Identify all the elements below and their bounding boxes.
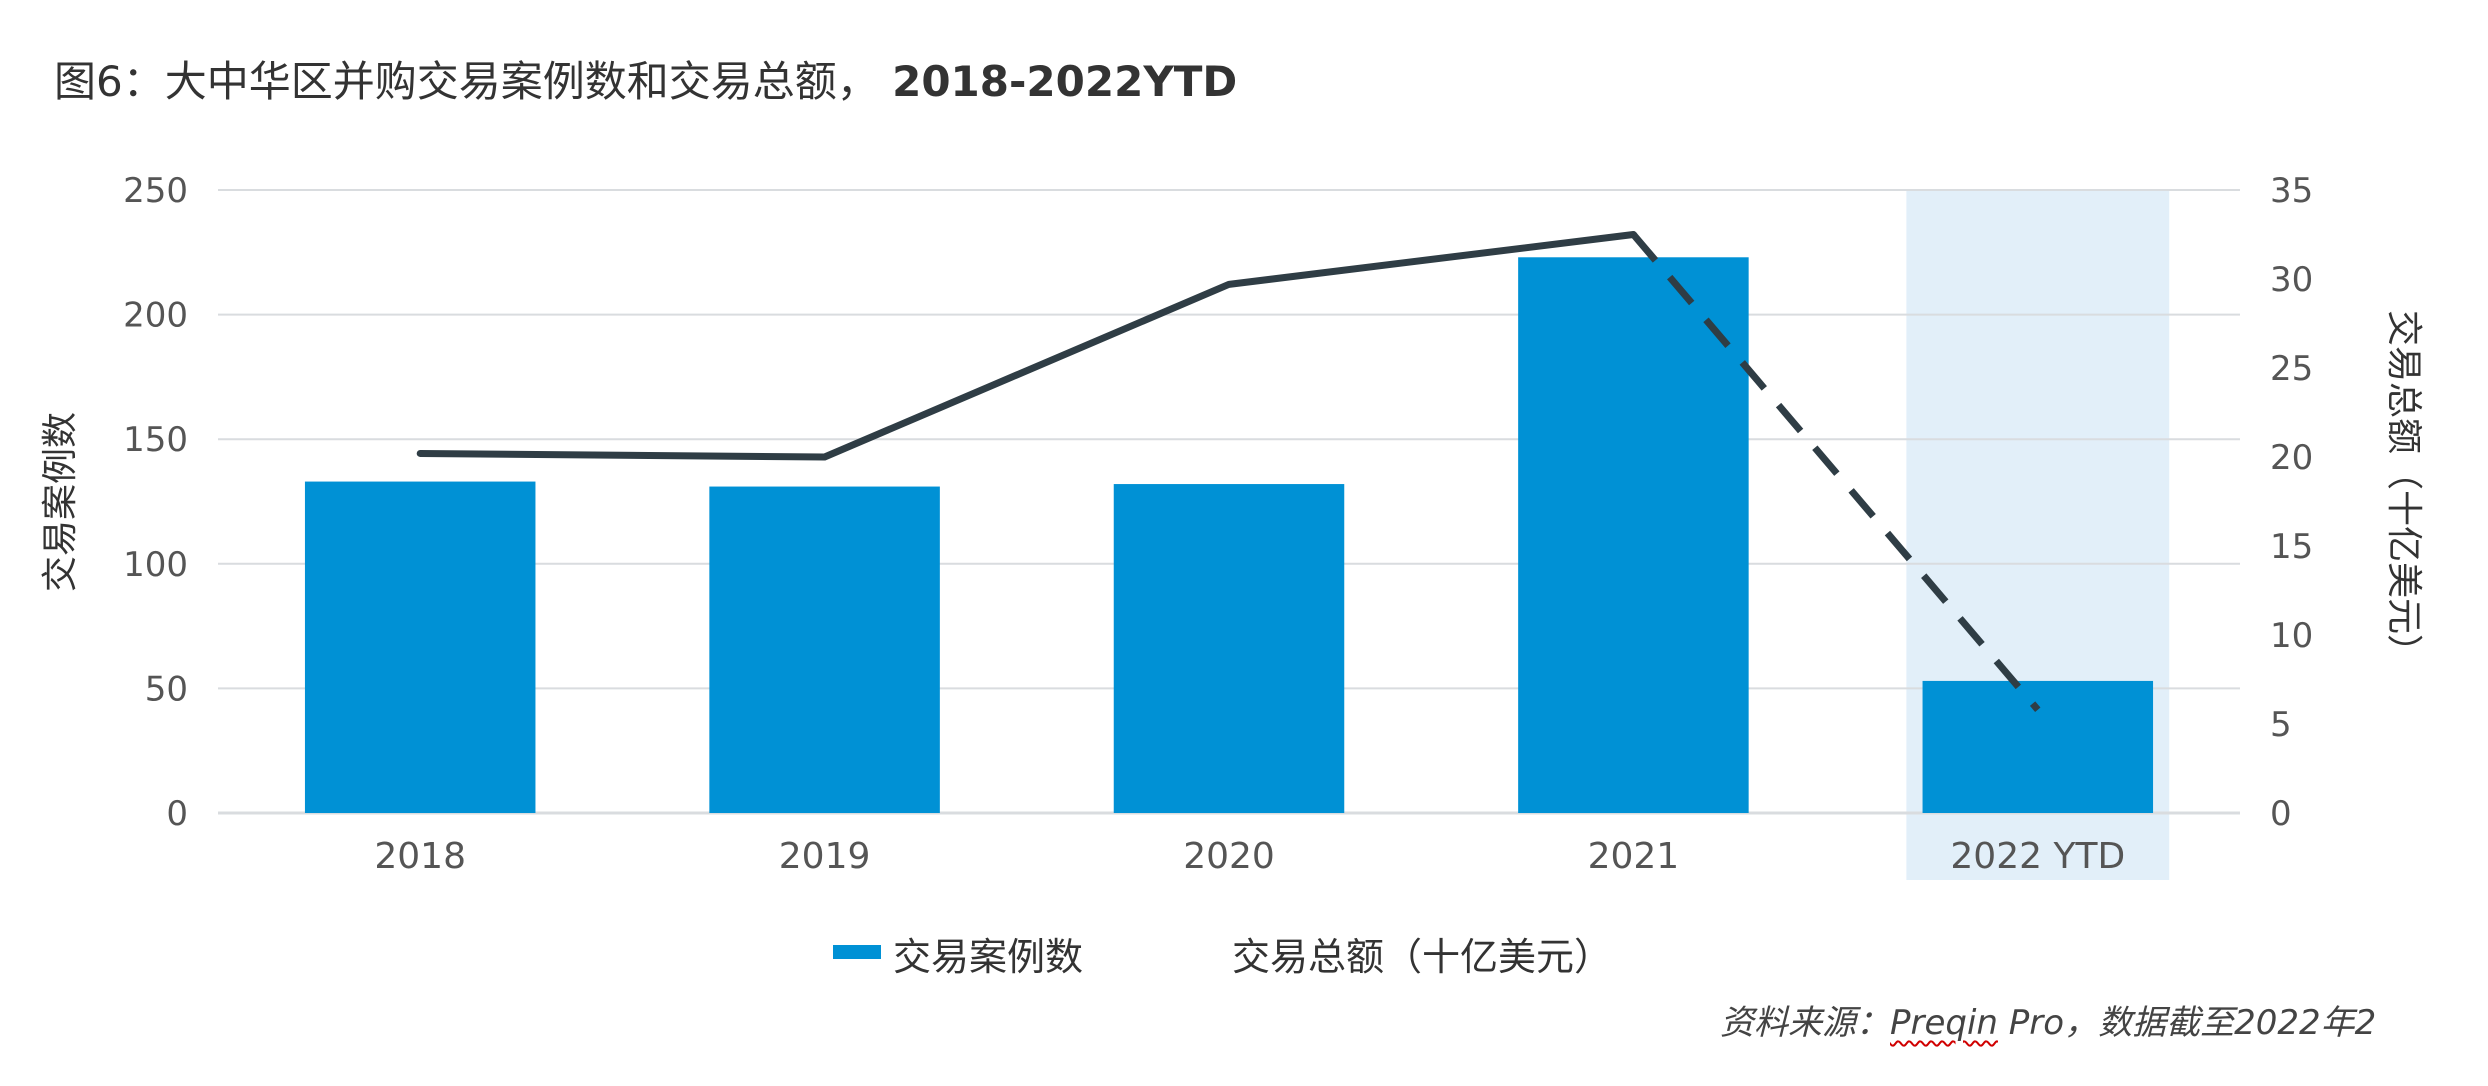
line-series-dashed: [1630, 232, 2041, 713]
left-axis-title: 交易案例数: [40, 412, 81, 592]
bar-2021: [1518, 257, 1749, 813]
right-axis-tick-label: 5: [2270, 705, 2292, 745]
right-axis-tick-label: 10: [2270, 616, 2313, 656]
right-axis-tick-label: 25: [2270, 349, 2313, 389]
x-axis-tick-label: 2022 YTD: [1950, 836, 2125, 877]
chart-title-prefix: 图6：大中华区并购交易案例数和交易总额，: [54, 57, 879, 106]
x-axis-tick-label: 2020: [1183, 836, 1275, 877]
left-axis-tick-label: 50: [145, 669, 188, 709]
source-prefix: 资料来源：: [1720, 1003, 1890, 1043]
bar-2018: [304, 481, 536, 813]
line-series-solid: [416, 231, 1637, 461]
source-rest: Pro，数据截至2022年2: [1997, 1003, 2377, 1043]
legend-line-label: 交易总额（十亿美元）: [1232, 935, 1613, 979]
right-axis-tick-label: 20: [2270, 438, 2313, 478]
left-axis-tick-label: 100: [123, 545, 188, 585]
chart-title: 图6：大中华区并购交易案例数和交易总额， 2018-2022YTD: [54, 48, 1237, 109]
left-axis-tick-label: 200: [123, 296, 188, 336]
chart-title-range: 2018-2022YTD: [892, 57, 1238, 106]
bar-2020: [1113, 484, 1345, 813]
legend-bar-label: 交易案例数: [893, 935, 1084, 979]
right-axis-tick-label: 35: [2270, 171, 2313, 211]
legend-bar-swatch: [833, 945, 881, 959]
bar-2022-ytd: [1922, 680, 2154, 813]
bar-2019: [709, 486, 940, 813]
right-axis-title: 交易总额（十亿美元）: [2383, 310, 2424, 670]
source-brand: Preqin: [1890, 1003, 1998, 1043]
right-axis-tick-label: 0: [2270, 794, 2292, 834]
right-axis-tick-label: 30: [2270, 260, 2313, 300]
right-axis-tick-label: 15: [2270, 527, 2313, 567]
chart-legend: 交易案例数 交易总额（十亿美元）: [0, 918, 2488, 979]
x-axis-tick-label: 2018: [374, 836, 466, 877]
x-axis-tick-label: 2019: [779, 836, 871, 877]
x-axis-tick-label: 2021: [1588, 836, 1680, 877]
left-axis-tick-label: 250: [123, 171, 188, 211]
left-axis-tick-label: 0: [166, 794, 188, 834]
source-note: 资料来源：Preqin Pro，数据截至2022年2: [1720, 995, 2376, 1044]
left-axis-tick-label: 150: [123, 420, 188, 460]
